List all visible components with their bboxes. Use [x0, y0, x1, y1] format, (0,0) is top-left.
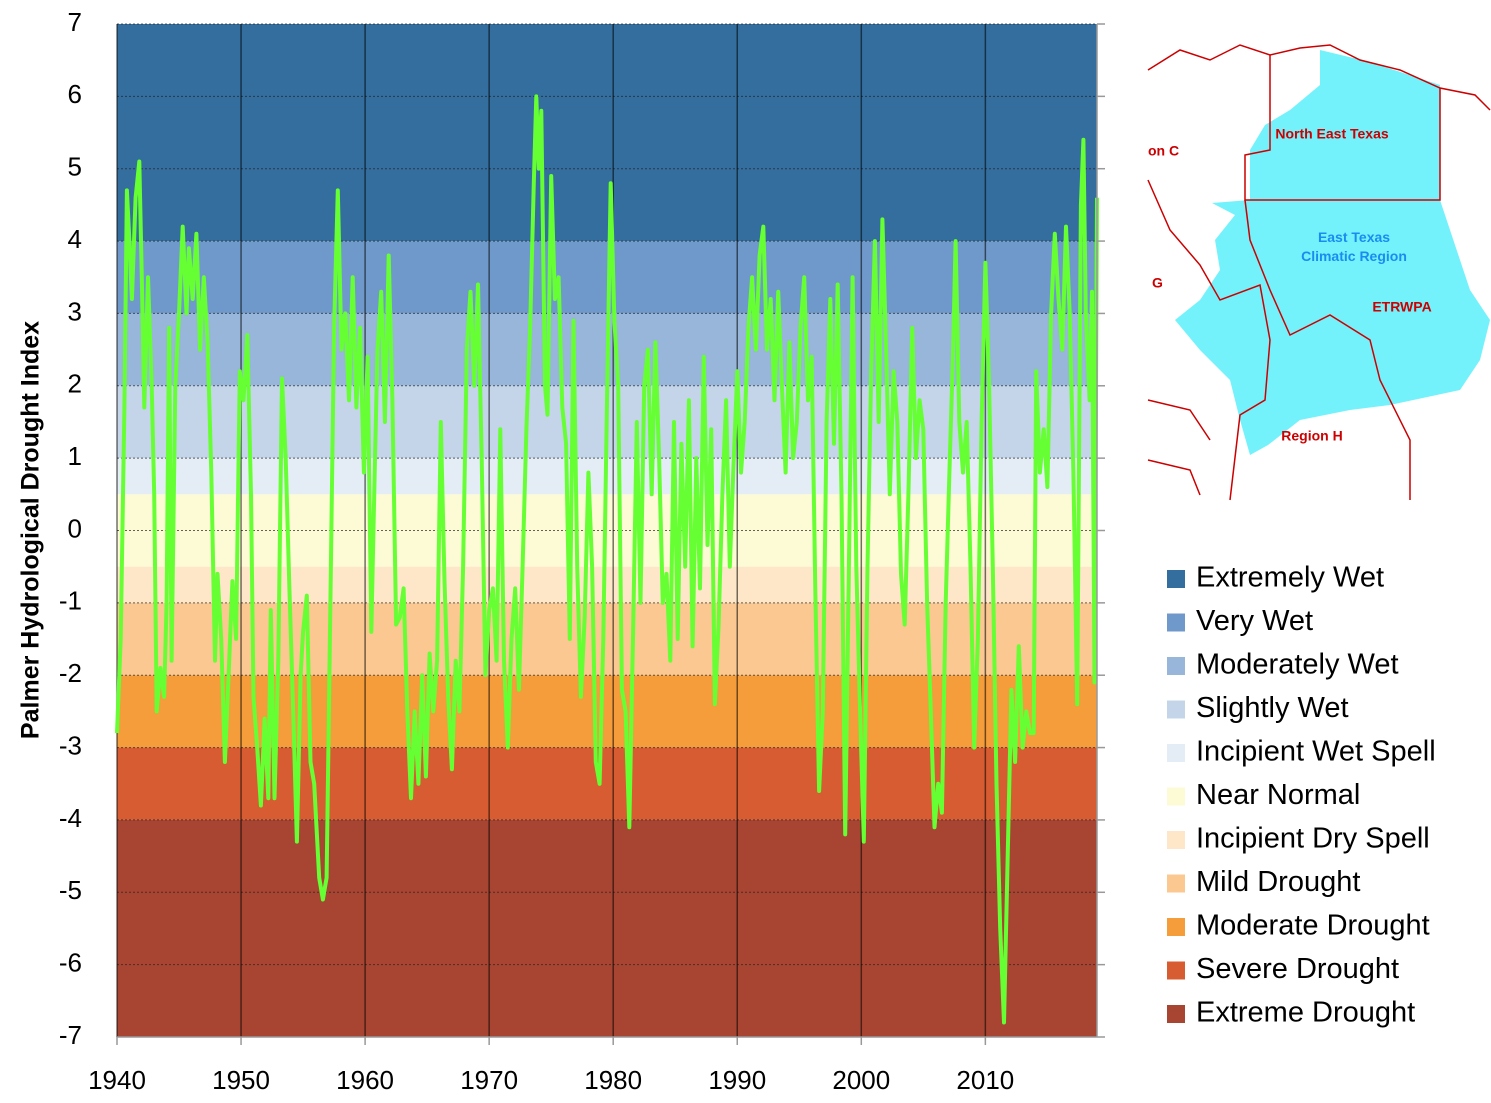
legend-swatch: [1167, 657, 1185, 675]
legend-swatch: [1167, 787, 1185, 806]
data-line: [115, 94, 1099, 1025]
map-border: [1147, 44, 1491, 111]
legend-label: Near Normal: [1196, 779, 1360, 811]
map-label: North East Texas: [1275, 126, 1389, 142]
y-tick-label: -4: [59, 803, 82, 833]
y-tick-label: -1: [59, 586, 82, 616]
map-label: ETRWPA: [1372, 299, 1431, 315]
y-tick-label: -7: [59, 1020, 82, 1050]
y-tick-label: 0: [68, 513, 82, 543]
map-region: [1175, 50, 1490, 455]
legend-swatch: [1167, 831, 1185, 849]
y-tick-label: 5: [68, 152, 82, 182]
y-tick-label: -5: [59, 875, 82, 905]
y-tick-label: 7: [68, 7, 82, 37]
legend-swatch: [1167, 744, 1185, 762]
x-tick-label: 1960: [336, 1065, 394, 1095]
legend-label: Very Wet: [1196, 605, 1313, 637]
legend-swatch: [1167, 1005, 1185, 1023]
band: [117, 602, 1097, 676]
y-axis-label: Palmer Hydrological Drought Index: [17, 321, 45, 739]
y-tick-label: 3: [68, 296, 82, 326]
map-border: [1147, 459, 1201, 496]
map-border: [1147, 399, 1211, 441]
legend-swatch: [1167, 961, 1185, 980]
x-tick-label: 1980: [584, 1065, 642, 1095]
map-label: on C: [1148, 143, 1179, 159]
y-tick-label: -2: [59, 658, 82, 688]
x-tick-label: 1940: [88, 1065, 146, 1095]
y-tick-label: 1: [68, 441, 82, 471]
legend-label: Incipient Wet Spell: [1196, 736, 1436, 768]
y-tick-label: 4: [68, 224, 82, 254]
legend-label: Severe Drought: [1196, 953, 1399, 985]
x-tick-label: 1990: [708, 1065, 766, 1095]
y-tick-label: 2: [68, 369, 82, 399]
x-tick-label: 1970: [460, 1065, 518, 1095]
band: [117, 819, 1097, 1037]
map-label: G: [1152, 275, 1163, 291]
map-label: East Texas Climatic Region: [1301, 229, 1407, 264]
band: [117, 566, 1097, 603]
plot-area: [115, 23, 1099, 1038]
map-label: Region H: [1281, 428, 1342, 444]
x-tick-label: 2010: [956, 1065, 1014, 1095]
legend-label: Extreme Drought: [1196, 997, 1415, 1029]
legend-swatch: [1167, 570, 1185, 588]
legend-label: Moderately Wet: [1196, 649, 1399, 681]
legend-label: Extremely Wet: [1196, 562, 1384, 594]
legend-swatch: [1167, 700, 1185, 719]
map-border: [1244, 55, 1441, 201]
legend-swatch: [1167, 613, 1185, 632]
legend-label: Slightly Wet: [1196, 692, 1349, 724]
legend-swatch: [1167, 874, 1185, 893]
map-border: [1244, 199, 1411, 500]
x-tick-label: 2000: [832, 1065, 890, 1095]
band: [117, 675, 1097, 748]
legend-label: Incipient Dry Spell: [1196, 823, 1430, 855]
y-tick-label: 6: [68, 79, 82, 109]
map-border: [1147, 179, 1271, 501]
map: North East Texas on C East Texas Climatic…: [1147, 44, 1491, 501]
legend-label: Moderate Drought: [1196, 910, 1430, 942]
legend-swatch: [1167, 918, 1185, 936]
y-tick-label: -6: [59, 948, 82, 978]
y-tick-label: -3: [59, 730, 82, 760]
band: [117, 24, 1097, 242]
x-tick-label: 1950: [212, 1065, 270, 1095]
legend-label: Mild Drought: [1196, 866, 1360, 898]
